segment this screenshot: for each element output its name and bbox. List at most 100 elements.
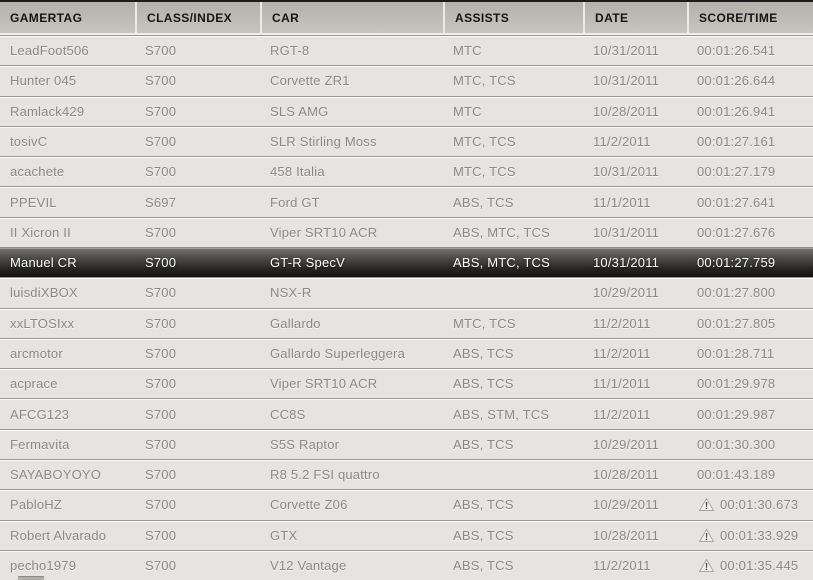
cell-date: 10/28/2011 (583, 521, 687, 550)
cell-score-time: 00:01:26.644 (687, 66, 813, 95)
leaderboard-row[interactable]: Robert Alvarado S700 GTX ABS, TCS 10/28/2011… (0, 519, 813, 550)
column-header-car: CAR (260, 2, 443, 35)
date-text: 10/31/2011 (593, 73, 660, 89)
date-text: 10/28/2011 (593, 467, 660, 483)
cell-class-index: S700 (135, 430, 260, 459)
assists-text: MTC (453, 103, 482, 119)
cell-date: 11/2/2011 (583, 551, 687, 580)
cell-car: 458 Italia (260, 157, 443, 186)
car-text: S5S Raptor (270, 436, 340, 452)
cell-gamertag: AFCG123 (0, 399, 135, 428)
car-text: Gallardo Superleggera (270, 345, 406, 361)
cell-score-time: 00:01:27.759 (687, 248, 813, 277)
leaderboard-row[interactable]: tosivC S700 SLR Stirling Moss MTC, TCS 11/2/… (0, 125, 813, 157)
gamertag-text: Robert Alvarado (10, 527, 107, 543)
cell-score-time: ! 00:01:30.673 (687, 490, 813, 519)
score-time-text: 00:01:27.179 (697, 164, 776, 180)
score-time-text: 00:01:28.711 (697, 345, 775, 361)
dirty-lap-warning-icon: ! (699, 498, 714, 512)
assists-text: ABS, MTC, TCS (453, 224, 550, 240)
car-text: Viper SRT10 ACR (270, 224, 378, 240)
cell-gamertag: Fermavita (0, 430, 135, 459)
cell-assists: MTC (443, 97, 583, 126)
cell-car: SLS AMG (260, 97, 443, 126)
cell-gamertag: luisdiXBOX (0, 278, 135, 307)
gamertag-text: LeadFoot506 (10, 43, 89, 59)
cell-assists: ABS, MTC, TCS (443, 248, 583, 277)
gamertag-text: Manuel CR (10, 255, 77, 271)
cell-assists: ABS, TCS (443, 187, 583, 216)
leaderboard-row[interactable]: acachete S700 458 Italia MTC, TCS 10/31/2011… (0, 156, 813, 187)
score-time-text: 00:01:27.641 (697, 194, 776, 210)
cell-date: 10/31/2011 (583, 36, 687, 65)
cell-score-time: 00:01:43.189 (687, 460, 813, 489)
cell-assists: ABS, TCS (443, 430, 583, 459)
date-text: 10/31/2011 (593, 255, 660, 271)
date-text: 10/31/2011 (593, 164, 660, 180)
cell-car: SLR Stirling Moss (260, 127, 443, 156)
class-index-text: S700 (145, 133, 177, 149)
cell-car: Ford GT (260, 187, 443, 216)
cell-car: GT-R SpecV (260, 248, 443, 277)
leaderboard-row[interactable]: II Xicron II S700 Viper SRT10 ACR ABS, MTC,… (0, 216, 813, 247)
leaderboard-row[interactable]: Fermavita S700 S5S Raptor ABS, TCS 10/29/201… (0, 428, 813, 459)
cell-class-index: S700 (135, 248, 260, 277)
gamertag-text: AFCG123 (10, 406, 70, 422)
assists-text: ABS, TCS (453, 497, 514, 513)
leaderboard-row[interactable]: luisdiXBOX S700 NSX-R 10/29/2011 00:01:27.80… (0, 277, 813, 308)
leaderboard-row[interactable]: xxLTOSIxx S700 Gallardo MTC, TCS 11/2/2011 00… (0, 307, 813, 338)
leaderboard-row[interactable]: PabloHZ S700 Corvette Z06 ABS, TCS 10/29/201… (0, 489, 813, 520)
cell-class-index: S700 (135, 66, 260, 95)
leaderboard-row[interactable]: PPEVIL S697 Ford GT ABS, TCS 11/1/2011 00:01:… (0, 186, 813, 217)
leaderboard-row[interactable]: LeadFoot506 S700 RGT-8 MTC 10/31/2011 00:01:2… (0, 35, 813, 66)
svg-text:!: ! (705, 562, 709, 572)
gamertag-text: Hunter 045 (10, 73, 77, 89)
gamertag-text: SAYABOYOYO (10, 467, 102, 483)
leaderboard-row[interactable]: acprace S700 Viper SRT10 ACR ABS, TCS 11/1/2… (0, 368, 813, 399)
date-text: 10/29/2011 (593, 436, 660, 452)
assists-text: ABS, MTC, TCS (453, 255, 550, 271)
cell-date: 10/29/2011 (583, 430, 687, 459)
cell-score-time: ! 00:01:35.445 (687, 551, 813, 580)
date-text: 11/1/2011 (593, 376, 651, 392)
score-time-text: 00:01:43.189 (697, 467, 776, 483)
class-index-text: S697 (145, 194, 177, 210)
gamertag-text: PabloHZ (10, 497, 62, 513)
date-text: 10/31/2011 (593, 43, 660, 59)
cell-score-time: 00:01:27.676 (687, 218, 813, 247)
car-text: CC8S (270, 406, 306, 422)
car-text: Viper SRT10 ACR (270, 376, 378, 392)
car-text: Ford GT (270, 194, 320, 210)
leaderboard-row[interactable]: SAYABOYOYO S700 R8 5.2 FSI quattro 10/28/20… (0, 458, 813, 490)
cell-date: 10/31/2011 (583, 248, 687, 277)
dirty-lap-warning-icon: ! (699, 528, 714, 542)
leaderboard-row[interactable]: pecho1979 S700 V12 Vantage ABS, TCS 11/2/201… (0, 549, 813, 580)
score-time-text: 00:01:30.673 (720, 497, 799, 513)
assists-text: ABS, TCS (453, 557, 514, 573)
leaderboard-row[interactable]: arcmotor S700 Gallardo Superleggera ABS, TC… (0, 337, 813, 369)
car-text: SLS AMG (270, 103, 329, 119)
cell-score-time: 00:01:30.300 (687, 430, 813, 459)
date-text: 11/2/2011 (593, 315, 651, 331)
cell-gamertag: xxLTOSIxx (0, 309, 135, 338)
cell-gamertag: PabloHZ (0, 490, 135, 519)
date-text: 11/2/2011 (593, 133, 651, 149)
cell-assists (443, 278, 583, 307)
leaderboard-row[interactable]: Ramlack429 S700 SLS AMG MTC 10/28/2011 00:01:… (0, 95, 813, 126)
class-index-text: S700 (145, 43, 177, 59)
cell-score-time: 00:01:29.978 (687, 369, 813, 398)
cell-gamertag: Robert Alvarado (0, 521, 135, 550)
cell-class-index: S700 (135, 490, 260, 519)
leaderboard-row[interactable]: Hunter 045 S700 Corvette ZR1 MTC, TCS 10/31/… (0, 65, 813, 96)
leaderboard-row-selected[interactable]: Manuel CR S700 GT-R SpecV ABS, MTC, TCS 10/3… (0, 246, 813, 278)
cell-gamertag: II Xicron II (0, 218, 135, 247)
cell-class-index: S700 (135, 369, 260, 398)
class-index-text: S700 (145, 73, 177, 89)
score-time-text: 00:01:26.644 (697, 73, 776, 89)
cell-score-time: ! 00:01:33.929 (687, 521, 813, 550)
date-text: 11/2/2011 (593, 557, 651, 573)
gamertag-text: acprace (10, 376, 58, 392)
leaderboard-row[interactable]: AFCG123 S700 CC8S ABS, STM, TCS 11/2/2011 00:… (0, 398, 813, 429)
cell-assists: ABS, TCS (443, 490, 583, 519)
car-text: NSX-R (270, 285, 312, 301)
